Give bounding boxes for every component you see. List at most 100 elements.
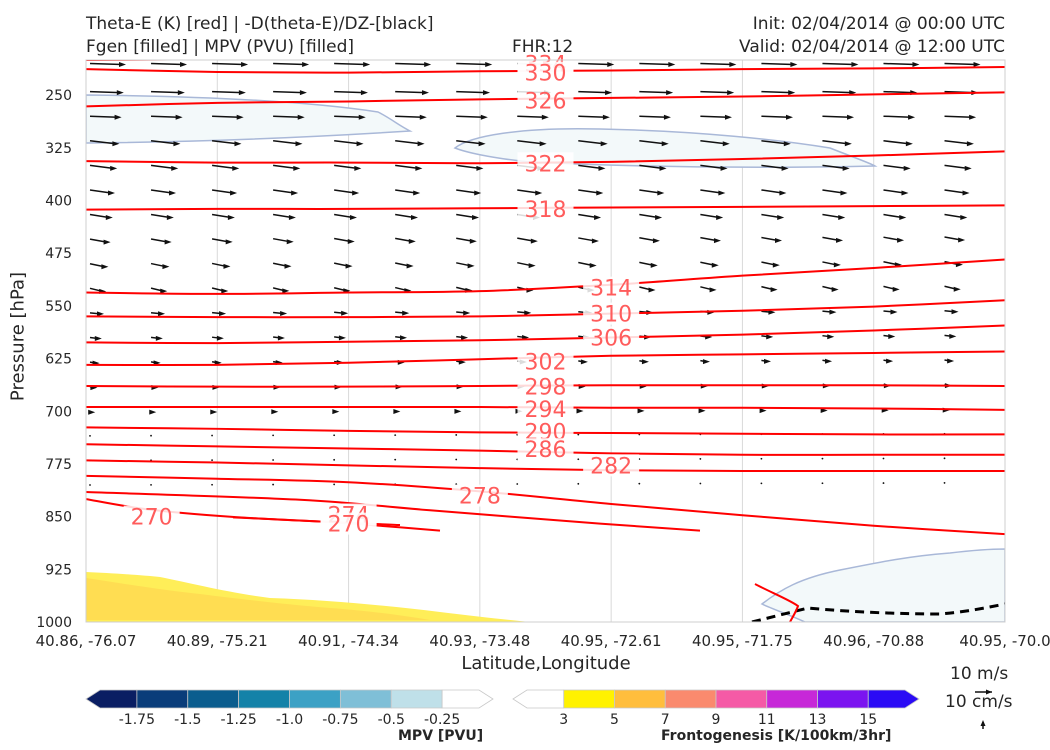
- wind-vector-shaft: [761, 140, 787, 145]
- wind-vector-shaft: [89, 140, 116, 145]
- wind-vector-shaft: [395, 140, 421, 145]
- colorbar-swatch: [289, 689, 341, 709]
- wind-vector-dot: [516, 483, 519, 485]
- mpv-colorbar-title: MPV [PVU]: [398, 728, 484, 744]
- wind-vector-head: [352, 190, 360, 196]
- wind-vector: [700, 62, 737, 68]
- wind-vector-shaft: [89, 213, 109, 219]
- wind-vector: [272, 483, 275, 486]
- wind-vector-head: [912, 62, 920, 68]
- wind-vector-shaft: [151, 62, 184, 66]
- wind-vector: [700, 90, 735, 96]
- wind-vector-head: [349, 215, 357, 221]
- contour-label-270: 270: [328, 513, 370, 538]
- wind-vector: [883, 334, 896, 340]
- wind-vector-shaft: [273, 115, 301, 118]
- wind-vector-head: [788, 90, 796, 96]
- wind-vector: [333, 434, 336, 437]
- colorbar-label: -1.5: [174, 712, 201, 728]
- wind-vector-head: [221, 288, 229, 294]
- contour-label-278: 278: [459, 485, 501, 510]
- wind-vector-head: [293, 165, 301, 171]
- wind-vector-head: [478, 141, 486, 147]
- wind-vector-shaft: [639, 140, 665, 145]
- contour-label-326: 326: [525, 90, 567, 115]
- wind-vector: [699, 482, 702, 485]
- wind-vector-head: [888, 334, 896, 340]
- wind-vector: [760, 482, 763, 485]
- wind-vector-shaft: [700, 115, 728, 118]
- wind-vector-shaft: [883, 90, 914, 94]
- wind-vector-head: [790, 62, 798, 68]
- wind-vector-dot: [577, 482, 580, 485]
- y-tick-475: 475: [45, 246, 72, 262]
- wind-vector: [273, 140, 303, 147]
- wind-vector-head: [713, 238, 721, 244]
- wind-vector: [89, 238, 111, 245]
- contour-label-bg: [583, 326, 640, 349]
- wind-vector-shaft: [700, 62, 733, 66]
- contour-label-bg: [451, 484, 508, 507]
- wind-vector: [883, 164, 911, 171]
- wind-vector-head: [474, 190, 482, 196]
- wind-vector-shaft: [700, 189, 722, 194]
- wind-vector: [212, 62, 249, 68]
- contour-label-bg: [517, 197, 574, 220]
- wind-vector-shaft: [944, 213, 964, 219]
- wind-vector: [578, 189, 604, 196]
- wind-vector-shaft: [334, 62, 367, 66]
- wind-vector: [395, 310, 410, 316]
- wind-vector-shaft: [89, 115, 118, 118]
- wind-vector: [212, 90, 246, 96]
- wind-vector-dot: [821, 457, 824, 460]
- wind-vector-head: [648, 287, 656, 293]
- wind-vector: [944, 114, 977, 120]
- wind-vector: [150, 311, 166, 317]
- wind-vector-head: [454, 408, 462, 414]
- wind-vector-shaft: [761, 115, 790, 118]
- wind-vector: [700, 114, 732, 120]
- wind-vector-dot: [760, 457, 763, 460]
- wind-vector: [944, 309, 959, 315]
- mpv-colorbar: -1.75 -1.5 -1.25 -1.0 -0.75 -0.5 -0.25: [85, 689, 494, 728]
- x-tick-2: 40.91, -74.34: [298, 632, 399, 650]
- y-tick-925: 925: [45, 562, 72, 578]
- wind-vector-head: [406, 263, 414, 269]
- wind-vector: [822, 334, 835, 340]
- y-tick-700: 700: [45, 404, 72, 420]
- wind-vector-head: [600, 141, 608, 147]
- wind-vector-shaft: [578, 115, 606, 118]
- wind-vector-head: [589, 263, 597, 269]
- wind-vector-head: [286, 239, 294, 245]
- contour-label-310: 310: [590, 303, 632, 328]
- wind-vector-dot: [333, 483, 336, 486]
- wind-vector: [759, 408, 767, 414]
- wind-vector: [822, 261, 841, 268]
- wind-vector-head: [768, 309, 776, 315]
- x-tick-7: 40.95, -70.0: [959, 632, 1050, 650]
- wind-vector: [822, 358, 833, 364]
- wind-vector-shaft: [334, 189, 356, 194]
- colorbar-swatch: [766, 689, 818, 709]
- wind-vector-head: [230, 190, 238, 196]
- wind-vector-head: [463, 310, 471, 316]
- contour-label-282: 282: [590, 454, 632, 479]
- wind-vector: [761, 285, 778, 293]
- wind-vector: [821, 457, 824, 460]
- wind-vector: [273, 90, 307, 96]
- wind-vector-head: [764, 358, 772, 364]
- wind-vector-head: [541, 114, 549, 120]
- wind-vector-shaft: [944, 62, 977, 66]
- wind-vector: [517, 189, 543, 196]
- wind-vector: [456, 62, 493, 68]
- wind-vector-head: [720, 165, 728, 171]
- wind-vector: [151, 90, 185, 96]
- contour-label-286: 286: [525, 438, 567, 463]
- wind-vector: [944, 285, 961, 292]
- wind-vector-head: [949, 333, 957, 339]
- wind-vector-head: [110, 165, 118, 171]
- wind-vector-shaft: [212, 62, 245, 66]
- wind-vector: [272, 213, 296, 221]
- wind-vector-shaft: [395, 62, 428, 66]
